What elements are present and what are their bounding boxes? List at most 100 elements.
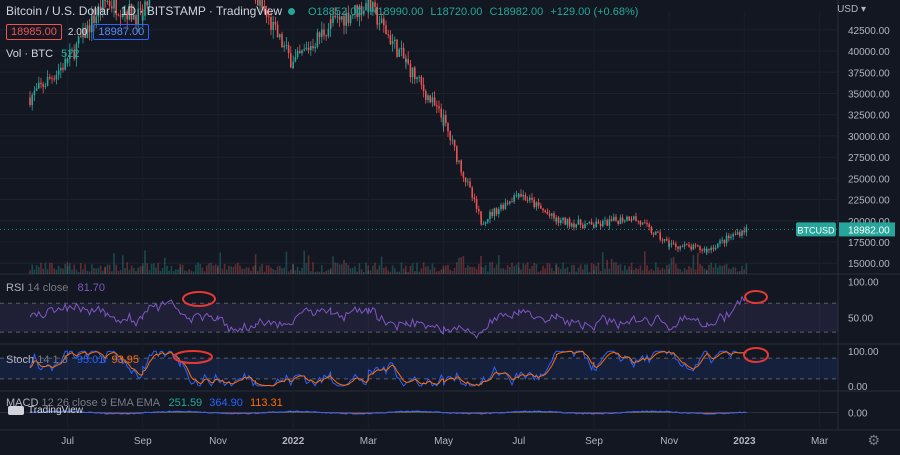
candle-body [55, 74, 58, 80]
volume-bar [635, 267, 637, 274]
volume-bar [546, 262, 549, 274]
candle-body [115, 0, 117, 15]
candle-body [82, 27, 84, 38]
rsi-legend[interactable]: RSI 14 close 81.70 [6, 282, 105, 294]
candle-body [458, 160, 460, 162]
candle-body [573, 223, 575, 228]
candle-body [633, 216, 635, 220]
candle-body [66, 59, 69, 63]
candle-body [46, 77, 49, 86]
volume-bar [126, 262, 128, 274]
volume-bar [374, 262, 376, 274]
high-value: H18990.00 [369, 6, 424, 18]
candle-body [352, 14, 354, 16]
volume-bar [40, 262, 42, 274]
candle-body [108, 1, 111, 7]
candle-body [597, 221, 600, 224]
volume-bar [77, 271, 80, 274]
candle-body [701, 249, 703, 251]
time-tick-label: Mar [360, 436, 378, 447]
candle-body [294, 57, 297, 62]
candle-body [418, 76, 420, 78]
volume-bar [458, 257, 460, 274]
volume-bar [694, 269, 697, 274]
volume-bar [593, 264, 595, 274]
volume-bar [376, 269, 378, 274]
volume-bar [487, 271, 489, 274]
volume-bar [270, 267, 272, 274]
volume-bar [648, 270, 650, 274]
currency-selector[interactable]: USD ▾ [837, 4, 866, 15]
volume-bar [723, 264, 726, 274]
volume-bar [64, 263, 66, 274]
volume-bar [367, 265, 369, 274]
candle-body [491, 211, 493, 216]
candle-body [732, 234, 734, 237]
gear-icon[interactable]: ⚙ [867, 432, 880, 448]
candle-body [533, 199, 535, 208]
buy-button[interactable]: 18987.00 [93, 24, 150, 40]
volume-bar [387, 270, 389, 274]
volume-bar [60, 268, 62, 274]
volume-bar [217, 267, 219, 274]
volume-bar [414, 271, 416, 274]
candle-body [619, 217, 622, 224]
volume-bar [630, 270, 633, 274]
volume-bar [155, 267, 157, 274]
candle-body [509, 201, 511, 204]
candle-body [661, 239, 664, 241]
volume-bar [429, 269, 431, 274]
candle-body [274, 21, 277, 25]
volume-bar [135, 271, 137, 274]
volume-bar [449, 269, 451, 274]
volume-legend[interactable]: Vol · BTC 522 [6, 48, 79, 60]
volume-bar [358, 263, 361, 274]
volume-bar [537, 271, 540, 274]
volume-bar [259, 266, 261, 274]
volume-bar [287, 271, 290, 274]
volume-bar [560, 269, 562, 274]
candle-body [595, 221, 597, 228]
candle-body [64, 58, 66, 70]
volume-bar [692, 254, 695, 274]
volume-bar [453, 267, 456, 274]
candle-body [686, 244, 688, 246]
candle-body [40, 82, 42, 85]
candle-body [376, 6, 378, 25]
candle-body [281, 34, 283, 48]
volume-bar [679, 269, 681, 274]
volume-bar [113, 253, 115, 274]
candle-body [586, 223, 588, 224]
candle-body [363, 10, 365, 15]
stoch-legend[interactable]: Stoch 14 1 3 95.01 93.95 [6, 354, 139, 366]
candle-body [369, 0, 372, 12]
volume-bar [161, 268, 164, 274]
currency-label: USD [837, 4, 859, 15]
highlight-circle-stoch-peak-oct-2021 [173, 350, 213, 364]
volume-bar [522, 263, 524, 274]
volume-bar [425, 266, 427, 274]
volume-bar [513, 266, 515, 274]
volume-bar [515, 264, 518, 274]
volume-bar [241, 268, 243, 274]
volume-bar [473, 266, 476, 274]
candle-body [44, 85, 47, 87]
candle-body [560, 220, 562, 223]
candle-body [440, 108, 442, 118]
candle-body [383, 18, 385, 26]
candle-body [128, 4, 131, 20]
candle-body [142, 15, 144, 21]
sell-button[interactable]: 18985.00 [6, 24, 62, 40]
candle-body [425, 91, 427, 100]
candle-body [529, 197, 531, 201]
volume-bar [124, 268, 126, 274]
volume-bar [405, 271, 407, 274]
volume-bar [144, 250, 146, 274]
volume-bar [633, 269, 635, 274]
volume-bar [354, 266, 356, 274]
candle-body [422, 84, 425, 92]
tradingview-logo[interactable]: TradingView [8, 405, 83, 416]
candle-body [504, 202, 507, 210]
candle-body [566, 218, 569, 225]
